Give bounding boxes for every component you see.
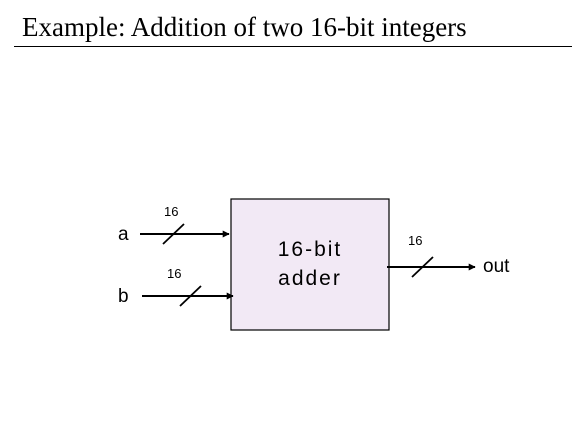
output-out-bus-slash <box>411 256 434 278</box>
adder-block-label-line2: adder <box>278 267 342 290</box>
output-out-width-label: 16 <box>408 233 422 248</box>
output-out-label: out <box>483 256 510 277</box>
input-b-width-label: 16 <box>167 266 181 281</box>
input-a-width-label: 16 <box>164 204 178 219</box>
adder-block-label-line1: 16-bit <box>278 238 343 261</box>
input-a-label: a <box>118 224 129 245</box>
slide-title: Example: Addition of two 16-bit integers <box>22 12 467 42</box>
input-b-label: b <box>118 286 129 307</box>
adder-block <box>230 198 390 331</box>
input-b-bus-slash <box>179 285 202 307</box>
input-a-bus-slash <box>162 223 185 245</box>
title-underline <box>14 46 572 47</box>
